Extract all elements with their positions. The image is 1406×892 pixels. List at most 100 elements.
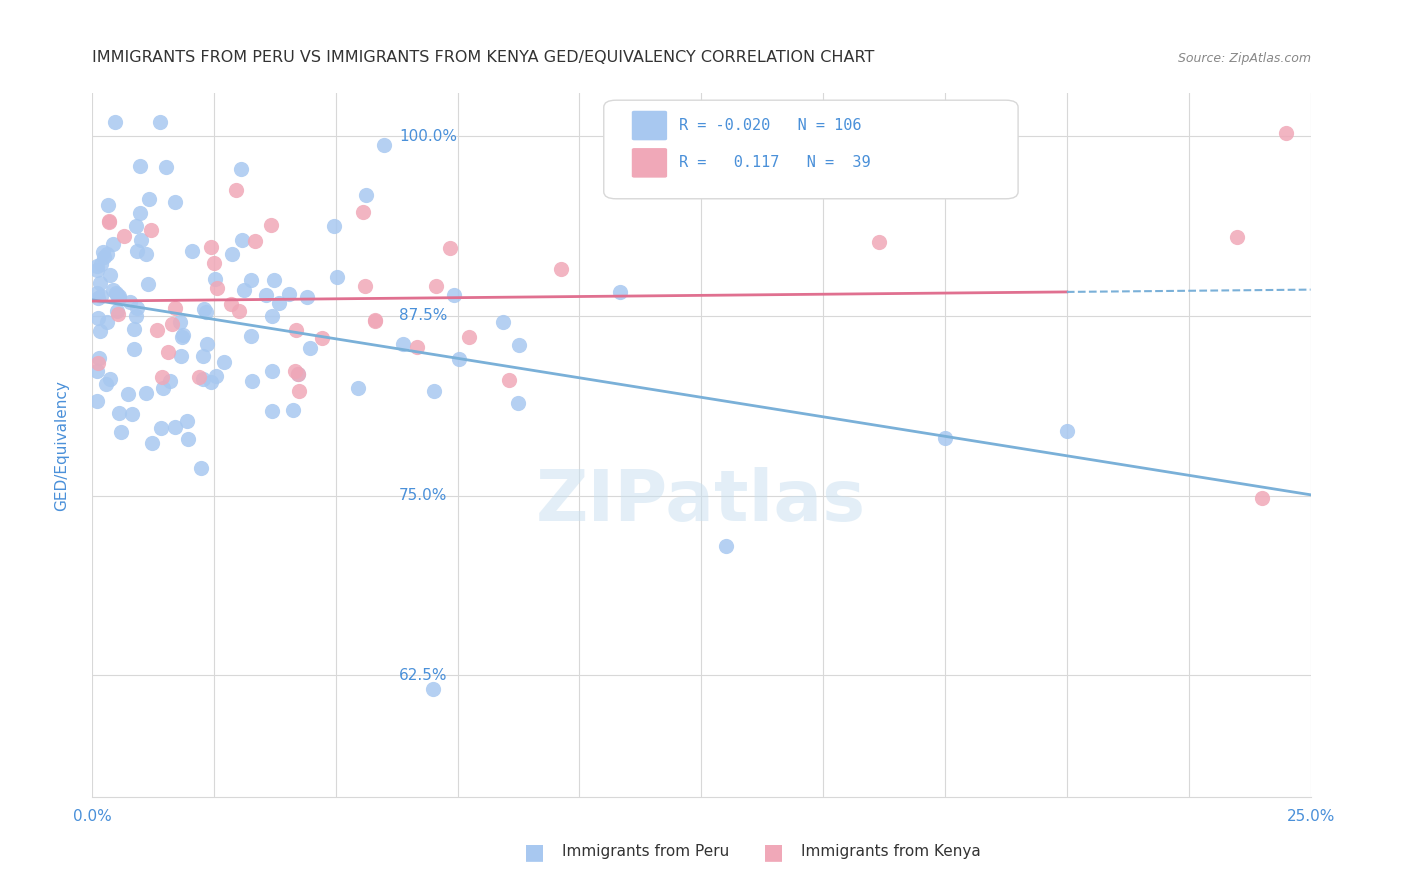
Point [1056,424,1078,438]
Point [86,393,108,408]
Text: Immigrants from Peru: Immigrants from Peru [562,845,730,859]
Point [195,336,218,351]
FancyBboxPatch shape [631,148,666,178]
Point [87,355,110,369]
Point [146,323,169,337]
Point [284,364,307,378]
Text: R = -0.020   N = 106: R = -0.020 N = 106 [679,118,862,133]
Point [284,323,307,337]
Point [150,370,173,384]
Point [87,311,110,326]
Point [172,328,194,343]
Point [163,194,186,209]
Point [138,193,160,207]
Point [129,233,152,247]
Point [176,414,198,428]
Point [260,309,283,323]
Point [200,375,222,389]
Point [200,240,222,254]
Point [240,272,263,286]
Point [117,387,139,401]
Point [283,402,305,417]
Text: 62.5%: 62.5% [399,667,447,682]
Point [298,342,321,356]
Point [354,278,377,293]
Point [352,205,374,219]
Point [373,137,395,152]
Point [190,461,212,475]
FancyBboxPatch shape [631,111,666,140]
Point [89,324,111,338]
Point [120,294,142,309]
Point [868,235,890,249]
Point [194,305,217,319]
Point [242,374,264,388]
Point [105,303,128,318]
Point [107,307,129,321]
Text: IMMIGRANTS FROM PERU VS IMMIGRANTS FROM KENYA GED/EQUIVALENCY CORRELATION CHART: IMMIGRANTS FROM PERU VS IMMIGRANTS FROM … [91,50,875,65]
Point [204,369,226,384]
Point [231,233,253,247]
Point [406,340,429,354]
Point [609,285,631,300]
Point [191,371,214,385]
Point [112,229,135,244]
Point [193,301,215,316]
Point [89,351,111,365]
Point [169,315,191,329]
Point [323,219,346,233]
Point [260,219,283,233]
Point [125,219,148,233]
Point [135,386,157,401]
Point [162,318,184,332]
Point [91,244,114,259]
Point [363,314,385,328]
Point [127,301,149,316]
Point [90,257,112,271]
Point [356,188,378,202]
Point [159,374,181,388]
Point [86,262,108,277]
Point [243,234,266,248]
Point [90,289,112,303]
Point [177,432,200,446]
Text: 75.0%: 75.0% [399,488,447,503]
Point [347,381,370,395]
Text: 0.0%: 0.0% [73,809,111,824]
Point [136,277,159,292]
Point [141,223,163,237]
Point [240,329,263,343]
Point [86,260,108,274]
Point [149,421,172,435]
Point [254,288,277,302]
Point [97,198,120,212]
Point [550,261,572,276]
Point [122,343,145,357]
Point [86,285,108,300]
Point [506,396,529,410]
Point [105,288,128,302]
Point [326,270,349,285]
Point [86,291,108,305]
Point [135,247,157,261]
Point [423,384,446,398]
Point [128,159,150,173]
Point [228,303,250,318]
Text: Immigrants from Kenya: Immigrants from Kenya [801,845,981,859]
Point [97,214,120,228]
Point [96,247,118,261]
Point [141,436,163,450]
Point [187,369,209,384]
Point [269,296,291,310]
Point [108,291,131,305]
Point [107,406,129,420]
Point [125,309,148,323]
Point [101,236,124,251]
Point [152,381,174,395]
Point [1275,127,1298,141]
Point [391,336,413,351]
Text: ZIPatlas: ZIPatlas [536,467,866,536]
Text: 100.0%: 100.0% [399,128,457,144]
Point [443,287,465,301]
Point [714,539,737,553]
